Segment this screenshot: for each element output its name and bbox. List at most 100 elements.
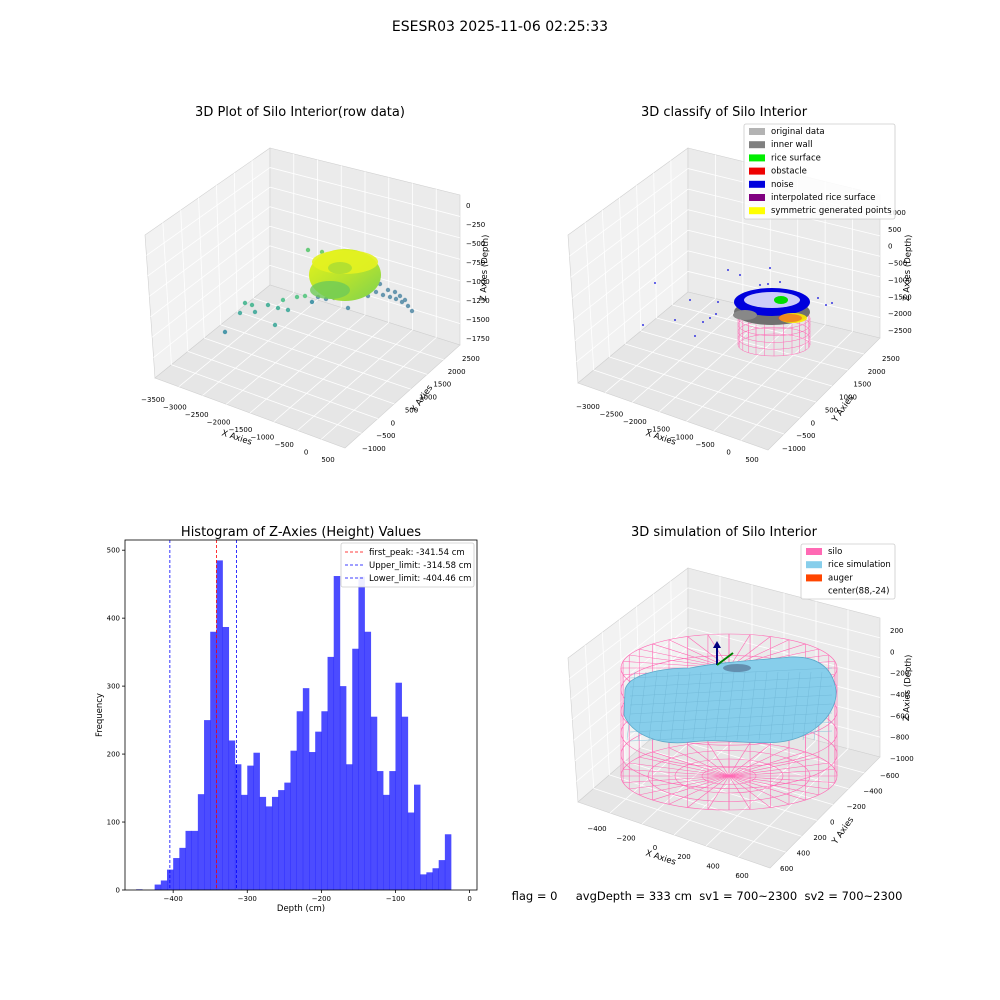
grid-line: [632, 304, 744, 403]
grid-line: [251, 160, 254, 299]
histogram-legend-box: [340, 542, 475, 588]
legend-label: auger: [828, 573, 853, 583]
grid-line: [269, 186, 461, 239]
x-tick-label: −200: [312, 895, 331, 903]
panel-classify-3d: 3D classify of Silo Interior −3000−2500−…: [567, 105, 914, 464]
tick-label: −2000: [207, 419, 231, 427]
legend-swatch: [749, 141, 765, 149]
tick-label: 2000: [868, 368, 886, 376]
noise-point: [709, 317, 711, 319]
data-point: [272, 322, 278, 328]
histogram-plot-area: [124, 539, 478, 891]
tick-label: −1000: [888, 276, 912, 284]
noise-point: [817, 297, 819, 299]
legend-label: Upper_limit: -314.58 cm: [369, 561, 472, 571]
grid-line: [574, 250, 689, 342]
mesh-line: [659, 671, 669, 741]
tick-label: 200: [677, 853, 690, 861]
histogram-bar: [191, 830, 199, 890]
histogram-bar: [271, 796, 279, 890]
grid-line: [584, 645, 595, 789]
data-point: [387, 294, 393, 300]
grid-line: [576, 271, 689, 363]
histogram-bar: [420, 874, 427, 890]
mesh-line: [629, 730, 833, 742]
legend-swatch: [749, 154, 765, 162]
tick-label: −1500: [646, 426, 670, 434]
grid-line: [569, 168, 689, 257]
histogram-bar: [166, 869, 174, 890]
tick-label: 500: [745, 456, 758, 464]
grid-line: [653, 172, 657, 319]
chart-x-label: Depth (cm): [277, 904, 325, 914]
mesh-line: [637, 671, 647, 741]
histogram-bar: [370, 716, 378, 890]
histogram-bar: [352, 648, 359, 890]
grid-line: [237, 311, 428, 375]
tick-label: −500: [376, 432, 395, 440]
mesh-line: [681, 671, 691, 741]
tick-label: 2000: [448, 368, 466, 376]
grid-line: [609, 356, 801, 419]
mesh-line: [769, 671, 779, 741]
legend-label: Lower_limit: -404.46 cm: [369, 574, 471, 584]
histogram-bar: [395, 682, 402, 890]
legend-label: noise: [771, 180, 794, 190]
grid-line: [593, 788, 786, 853]
panel1-rice-surface-blob: [309, 249, 381, 301]
status-footer: flag = 0 avgDepth = 333 cm sv1 = 700~230…: [512, 889, 903, 903]
histogram-bar: [401, 716, 409, 890]
histogram-bar: [253, 752, 260, 890]
histogram-bar: [290, 750, 297, 890]
data-point: [249, 302, 255, 308]
noise-point: [702, 321, 704, 323]
tick-label: 500: [825, 406, 838, 414]
silo-top-spoke: [687, 636, 730, 669]
panel-raw-data-3d: 3D Plot of Silo Interior(row data) −3500…: [141, 105, 491, 464]
grid-line: [249, 314, 366, 414]
noise-point: [825, 304, 827, 306]
noise-point: [799, 293, 801, 295]
tick-label: −3000: [163, 404, 187, 412]
panel1-x-ticks: −3500−3000−2500−2000−1500−1000−500 0 500: [141, 396, 335, 464]
noise-point: [727, 269, 729, 271]
data-point: [275, 305, 281, 311]
mesh-line: [629, 721, 833, 733]
grid-line: [670, 160, 673, 306]
histogram-bar: [228, 740, 236, 890]
histogram-bar: [210, 631, 217, 890]
grid-line: [687, 587, 881, 639]
tick-label: −1000: [782, 445, 806, 453]
histogram-bar: [247, 765, 254, 890]
panel1-floor-pane: [154, 284, 461, 449]
grid-line: [625, 760, 818, 821]
data-point: [397, 293, 403, 299]
grid-line: [233, 172, 238, 312]
panel4-rice-mesh: [626, 667, 833, 742]
mesh-line: [758, 671, 768, 741]
grid-line: [149, 206, 271, 297]
histogram-bar: [407, 812, 415, 890]
legend-swatch: [806, 548, 822, 555]
histogram-bar: [160, 880, 168, 890]
tick-label: −2500: [888, 327, 912, 335]
x-tick-label: −400: [164, 895, 183, 903]
tick-label: 400: [797, 850, 810, 858]
histogram-bar: [265, 806, 273, 890]
histogram-bar: [216, 560, 223, 890]
tick-label: −2000: [888, 310, 912, 318]
tick-label: −200: [847, 803, 866, 811]
tick-label: −600: [880, 772, 899, 780]
grid-line: [150, 225, 271, 318]
data-point: [280, 297, 286, 303]
tick-label: −3000: [576, 403, 600, 411]
histogram-bar: [179, 847, 186, 890]
histogram-bar: [389, 771, 396, 890]
tick-label: 1000: [839, 394, 857, 402]
panel2-legend-box: [743, 123, 896, 220]
y-tick-label: 200: [107, 751, 120, 759]
tick-label: 500: [405, 406, 418, 414]
tick-label: −1250: [466, 297, 490, 305]
histogram-x-ticks: −400 −300 −200 −100 0: [164, 890, 472, 903]
grid-line: [593, 369, 785, 435]
